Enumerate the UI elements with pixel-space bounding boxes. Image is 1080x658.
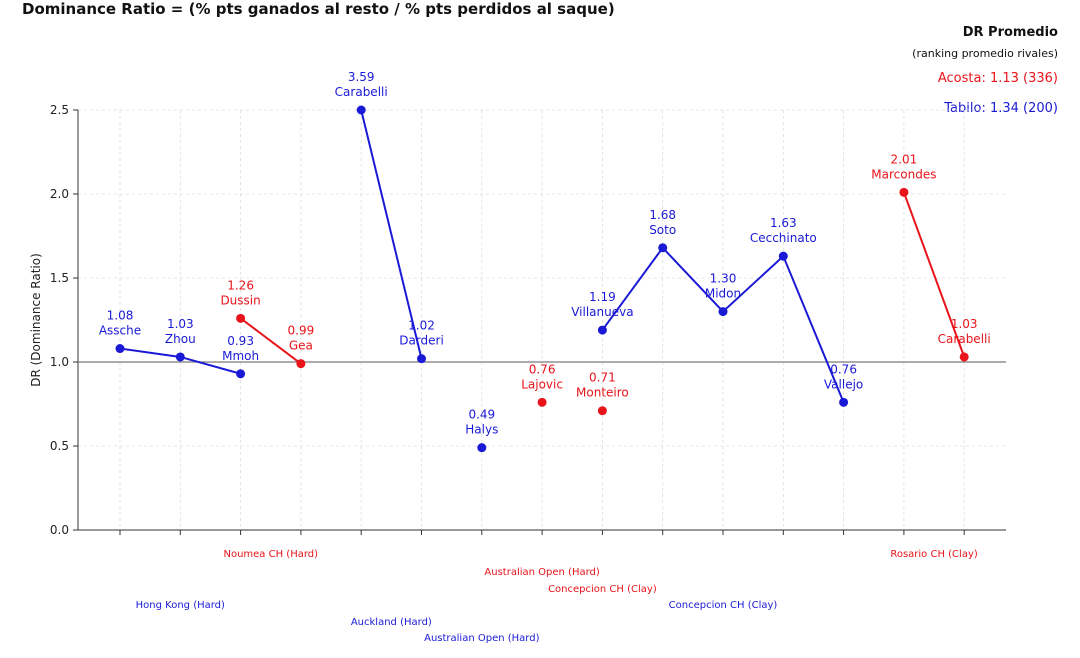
tournament-label: Australian Open (Hard) [484,567,599,578]
series-layer [115,105,969,453]
acosta-name-label: Monteiro [576,386,629,400]
tournament-label: Rosario CH (Clay) [890,549,978,560]
tabilo-point [658,243,668,253]
tournament-label: Noumea CH (Hard) [223,549,318,560]
tabilo-name-label: Halys [465,423,498,437]
tabilo-point [236,369,246,379]
acosta-point [236,313,246,323]
tabilo-point [477,443,487,453]
acosta-point [899,187,909,197]
tabilo-value-label: 1.68 [649,208,676,222]
tabilo-value-label: 1.08 [107,309,134,323]
y-tick-label: 2.0 [50,187,69,201]
tabilo-name-label: Cecchinato [750,231,817,245]
tabilo-point [718,307,728,317]
tabilo-point [175,352,185,362]
tabilo-value-label: 3.59 [348,70,375,84]
tabilo-point [778,251,788,261]
acosta-point [296,359,306,369]
tabilo-name-label: Soto [649,223,676,237]
acosta-name-label: Gea [289,339,313,353]
tournament-label: Hong Kong (Hard) [136,600,225,611]
acosta-name-label: Carabelli [938,332,991,346]
tournament-label: Concepcion CH (Clay) [548,584,657,595]
tabilo-line [360,109,423,359]
tabilo-value-label: 0.93 [227,334,254,348]
acosta-point [597,406,607,416]
tournament-label: Australian Open (Hard) [424,633,539,644]
acosta-line [239,317,302,365]
y-tick-label: 1.0 [50,355,69,369]
acosta-point [537,397,547,407]
tournament-label: Auckland (Hard) [351,617,432,628]
tabilo-value-label: 1.19 [589,290,616,304]
acosta-value-label: 2.01 [891,152,918,166]
tabilo-point [417,354,426,364]
tabilo-name-label: Midon [705,287,741,301]
y-tick-label: 2.5 [50,103,69,117]
acosta-name-label: Dussin [220,293,260,307]
acosta-line [902,191,966,358]
acosta-value-label: 1.26 [227,278,254,292]
acosta-point [959,352,969,362]
tabilo-name-label: Carabelli [335,85,388,99]
tabilo-name-label: Zhou [165,332,196,346]
acosta-value-label: 0.76 [529,362,556,376]
tabilo-value-label: 0.76 [830,362,857,376]
tournament-label: Concepcion CH (Clay) [669,600,778,611]
tabilo-value-label: 1.02 [408,319,435,333]
tabilo-value-label: 1.03 [167,317,194,331]
legend-heading: DR Promedio [963,25,1058,40]
acosta-name-label: Marcondes [871,167,936,181]
y-axis-label: DR (Dominance Ratio) [29,253,43,387]
tabilo-name-label: Villanueva [571,305,633,319]
tabilo-name-label: Darderi [399,334,444,348]
legend-subheading: (ranking promedio rivales) [912,47,1058,60]
tabilo-name-label: Mmoh [222,349,259,363]
tabilo-name-label: Assche [99,324,141,338]
legend-box: DR Promedio (ranking promedio rivales) A… [912,25,1058,116]
tabilo-point [115,344,125,354]
tabilo-value-label: 0.49 [468,408,495,422]
tabilo-value-label: 1.30 [710,272,737,286]
chart-title: Dominance Ratio = (% pts ganados al rest… [22,0,615,18]
acosta-value-label: 0.71 [589,371,616,385]
tabilo-point [597,325,607,335]
grid [78,109,1006,531]
tabilo-point [839,397,849,407]
legend-tabilo: Tabilo: 1.34 (200) [943,101,1058,116]
y-tick-label: 1.5 [50,271,69,285]
acosta-name-label: Lajovic [521,377,563,391]
tabilo-value-label: 1.63 [770,216,797,230]
acosta-value-label: 0.99 [288,324,315,338]
legend-acosta: Acosta: 1.13 (336) [938,71,1058,86]
tabilo-point [356,105,366,115]
acosta-value-label: 1.03 [951,317,978,331]
tournament-labels: Noumea CH (Hard) Rosario CH (Clay) Austral… [136,549,978,644]
axes: 0.0 0.5 1.0 1.5 2.0 2.5 [50,103,1006,537]
tabilo-name-label: Vallejo [824,377,863,391]
y-tick-label: 0.0 [50,523,69,537]
y-tick-label: 0.5 [50,439,69,453]
